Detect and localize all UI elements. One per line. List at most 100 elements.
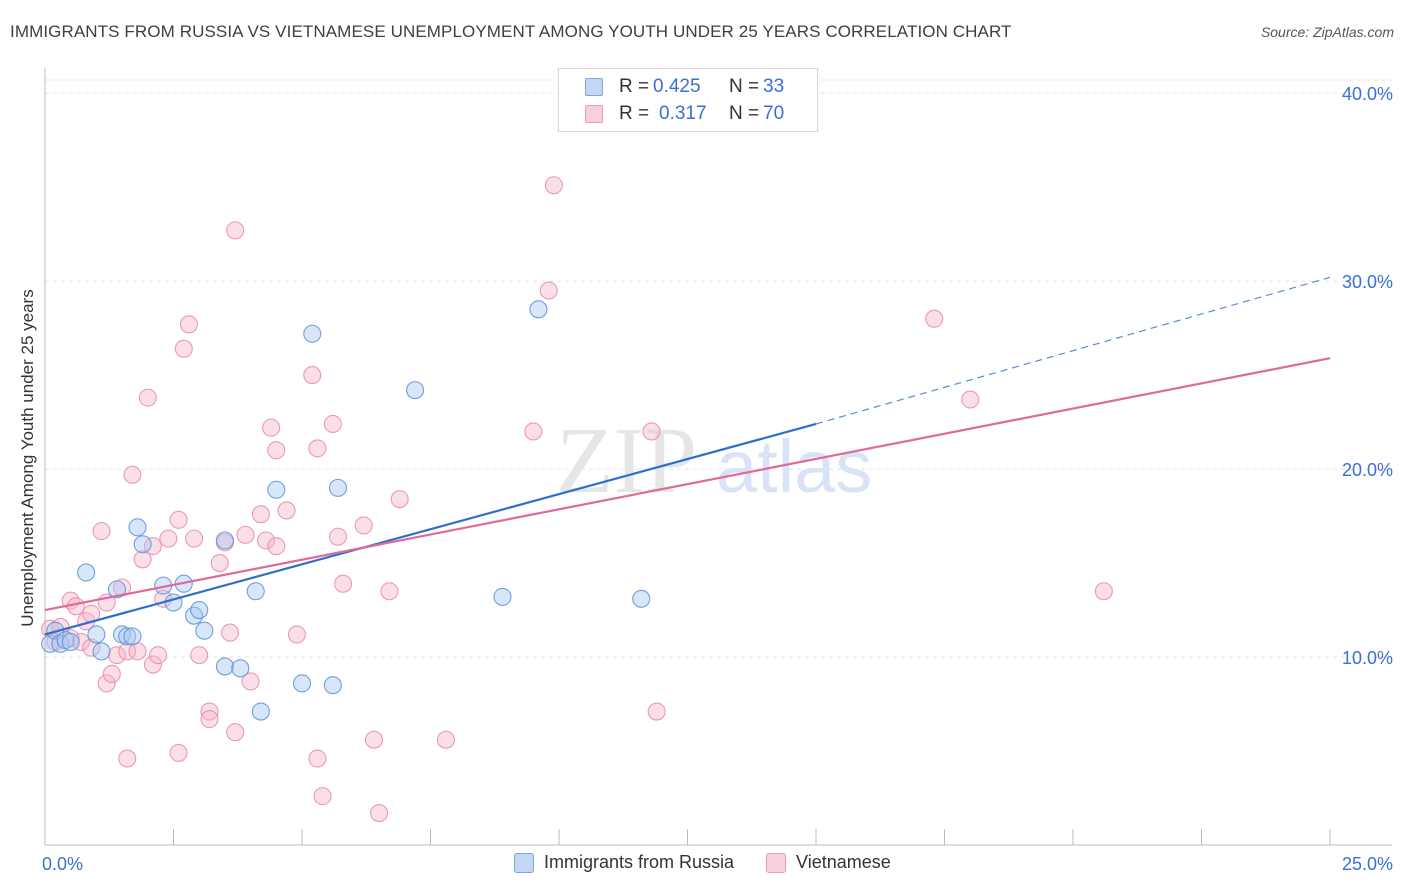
n-value-russia: 33 — [763, 76, 785, 97]
point-vietnamese — [241, 672, 260, 691]
point-vietnamese — [267, 537, 286, 556]
point-vietnamese — [251, 505, 270, 524]
point-russia — [529, 300, 548, 319]
point-vietnamese — [174, 339, 193, 358]
point-vietnamese — [200, 702, 219, 721]
point-russia — [406, 381, 425, 400]
point-vietnamese — [390, 490, 409, 509]
point-vietnamese — [262, 418, 281, 437]
point-vietnamese — [149, 646, 168, 665]
tick-labels: 10.0% 20.0% 30.0% 40.0% 0.0% 25.0% — [42, 84, 1393, 874]
point-vietnamese — [334, 574, 353, 593]
legend-item-russia[interactable]: Immigrants from Russia — [514, 852, 734, 873]
chart-title: IMMIGRANTS FROM RUSSIA VS VIETNAMESE UNE… — [10, 22, 1012, 41]
point-russia — [190, 600, 209, 620]
point-russia — [77, 563, 96, 582]
point-vietnamese — [436, 730, 455, 749]
point-vietnamese — [128, 642, 147, 661]
point-vietnamese — [97, 674, 116, 693]
point-vietnamese — [370, 803, 389, 823]
y-axis-label: Unemployment Among Youth under 25 years — [18, 289, 37, 627]
point-vietnamese — [169, 510, 188, 529]
point-vietnamese — [642, 422, 661, 441]
point-vietnamese — [647, 702, 666, 721]
chart-source: Source: ZipAtlas.com — [1260, 24, 1394, 40]
axes — [44, 68, 1392, 846]
point-vietnamese — [925, 309, 944, 328]
n-value-vietnamese: 70 — [763, 103, 785, 124]
point-vietnamese — [123, 465, 142, 484]
point-vietnamese — [220, 623, 240, 642]
point-russia — [251, 702, 270, 721]
point-vietnamese — [287, 625, 306, 644]
trend-line-russia — [44, 422, 817, 636]
point-russia — [92, 642, 111, 661]
point-russia — [61, 632, 80, 652]
point-vietnamese — [118, 749, 137, 768]
point-vietnamese — [92, 522, 111, 541]
point-vietnamese — [308, 749, 327, 768]
point-vietnamese — [133, 550, 152, 569]
stats-row-russia: R = 0.425 N = 33 — [585, 75, 784, 99]
y-tick-label: 40.0% — [1342, 84, 1393, 104]
point-vietnamese — [308, 439, 327, 458]
point-vietnamese — [143, 655, 162, 674]
point-vietnamese — [303, 366, 322, 385]
point-vietnamese — [210, 554, 229, 573]
point-vietnamese — [524, 422, 543, 441]
stats-legend: R = 0.425 N = 33 R = 0.317 N = 70 — [558, 68, 818, 132]
point-russia — [107, 580, 127, 599]
watermark-zip: ZIP — [556, 409, 697, 513]
watermark-atlas: atlas — [716, 425, 872, 508]
series-legend: Immigrants from Russia Vietnamese — [514, 852, 923, 873]
point-vietnamese — [190, 646, 209, 665]
point-vietnamese — [544, 176, 563, 195]
point-russia — [87, 625, 106, 644]
r-value-vietnamese: 0.317 — [659, 103, 707, 124]
point-vietnamese — [179, 315, 198, 334]
point-vietnamese — [354, 516, 373, 535]
legend-item-vietnamese[interactable]: Vietnamese — [766, 852, 891, 873]
r-label: R = — [619, 103, 650, 124]
point-russia — [323, 676, 342, 695]
point-russia — [303, 324, 322, 343]
point-russia — [123, 627, 142, 646]
n-label: N = — [729, 103, 760, 124]
point-vietnamese — [159, 529, 178, 548]
point-russia — [231, 659, 250, 678]
point-vietnamese — [256, 531, 276, 550]
point-russia — [185, 606, 204, 625]
n-label: N = — [729, 76, 760, 97]
point-vietnamese — [107, 646, 127, 665]
y-tick-label: 20.0% — [1342, 460, 1393, 480]
point-vietnamese — [313, 787, 332, 806]
trend-line-vietnamese — [44, 357, 1331, 612]
y-tick-label: 30.0% — [1342, 272, 1393, 292]
point-vietnamese — [200, 710, 219, 729]
point-vietnamese — [71, 632, 91, 652]
point-russia — [133, 535, 152, 554]
point-russia — [118, 627, 137, 646]
legend-label-russia: Immigrants from Russia — [544, 852, 735, 872]
point-vietnamese — [380, 582, 399, 601]
point-russia — [195, 621, 214, 640]
point-russia — [246, 582, 265, 601]
trend-lines — [44, 276, 1331, 636]
x-tick-label: 25.0% — [1342, 854, 1393, 874]
point-russia — [632, 589, 651, 608]
point-russia — [215, 657, 234, 676]
trend-line-russia-extension — [815, 276, 1331, 425]
point-russia — [164, 593, 183, 612]
point-vietnamese — [102, 664, 121, 684]
point-russia — [493, 587, 512, 606]
data-points — [41, 176, 1113, 823]
x-tick-label: 0.0% — [42, 854, 83, 874]
point-vietnamese — [185, 529, 204, 548]
point-russia — [128, 518, 147, 537]
point-russia — [292, 674, 312, 693]
point-vietnamese — [236, 525, 255, 544]
point-vietnamese — [323, 414, 342, 434]
point-russia — [215, 531, 234, 550]
point-vietnamese — [226, 723, 245, 742]
